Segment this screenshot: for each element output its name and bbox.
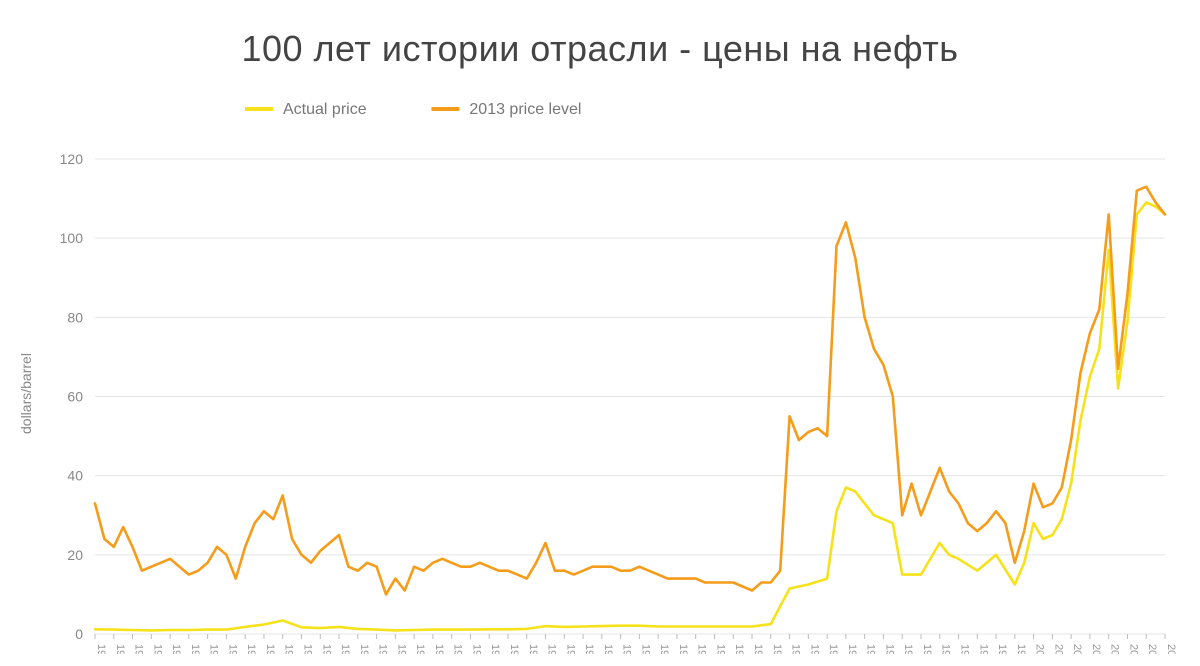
x-tick-label: 1998 [1015,644,1027,654]
x-tick-label: 1926 [339,644,351,654]
x-tick-label: 2006 [1090,644,1102,654]
x-tick-label: 2014 1H [1165,644,1177,654]
x-tick-label: 1946 [527,644,539,654]
x-tick-label: 1964 [696,644,708,654]
x-tick-label: 1942 [489,644,501,654]
x-tick-label: 1996 [996,644,1008,654]
x-tick-label: 1988 [921,644,933,654]
x-tick-label: 1918 [264,644,276,654]
x-tick-label: 1986 [902,644,914,654]
series-actual [95,203,1165,631]
x-tick-label: 1944 [508,644,520,654]
x-tick-label: 2012 [1146,644,1158,654]
x-tick-label: 1956 [621,644,633,654]
y-tick-label: 0 [75,626,83,642]
x-tick-label: 1954 [602,644,614,654]
x-tick-label: 1914 [226,644,238,654]
x-tick-label: 1938 [452,644,464,654]
x-tick-label: 1908 [170,644,182,654]
x-tick-label: 1972 [771,644,783,654]
legend-label: 2013 price level [469,101,581,118]
chart-container: dollars/barrel 0 20 40 60 80 100 120 1900 1902 19… [0,74,1200,654]
x-tick-label: 1994 [977,644,989,654]
x-tick-label: 1930 [377,644,389,654]
x-tick-label: 1990 [940,644,952,654]
legend-label: Actual price [283,101,367,118]
x-tick-label: 1936 [433,644,445,654]
x-tick-label: 2008 [1109,644,1121,654]
x-tick-label: 1974 [790,644,802,654]
x-tick-label: 1966 [714,644,726,654]
x-tick-label: 1902 [114,644,126,654]
x-tick-label: 1910 [189,644,201,654]
x-tick-label: 1962 [677,644,689,654]
x-tick-label: 1950 [564,644,576,654]
series-real2013 [95,187,1165,595]
x-tick-label: 1934 [414,644,426,654]
x-tick-label: 1906 [151,644,163,654]
x-tick-label: 1960 [658,644,670,654]
y-tick-label: 120 [60,151,84,167]
x-tick-label: 1992 [959,644,971,654]
x-tick-label: 1928 [358,644,370,654]
x-tick-label: 2010 [1127,644,1139,654]
x-tick-label: 1982 [865,644,877,654]
x-tick-label: 1920 [283,644,295,654]
x-tick-label: 2002 [1052,644,1064,654]
x-tick-label: 1980 [846,644,858,654]
y-tick-label: 80 [67,309,83,325]
x-tick-label: 1958 [639,644,651,654]
x-tick-label: 1952 [583,644,595,654]
x-tick-label: 1916 [245,644,257,654]
x-tick-label: 1922 [301,644,313,654]
y-tick-label: 40 [67,468,83,484]
x-tick-label: 1924 [320,644,332,654]
oil-price-line-chart: 0 20 40 60 80 100 120 1900 1902 1904 1906 1908 1910 1… [0,74,1200,654]
y-tick-label: 100 [60,230,84,246]
x-tick-label: 1900 [95,644,107,654]
y-axis-label: dollars/barrel [18,353,34,434]
x-tick-label: 1948 [546,644,558,654]
x-tick-label: 1984 [883,644,895,654]
x-tick-label: 2004 [1071,644,1083,654]
x-tick-label: 1904 [133,644,145,654]
y-tick-label: 60 [67,389,83,405]
x-tick-label: 1978 [827,644,839,654]
x-tick-label: 1932 [395,644,407,654]
y-tick-label: 20 [67,547,83,563]
x-tick-label: 1976 [808,644,820,654]
x-tick-label: 1940 [470,644,482,654]
x-tick-label: 1970 [752,644,764,654]
x-tick-label: 1912 [208,644,220,654]
x-tick-label: 2000 [1034,644,1046,654]
chart-title: 100 лет истории отрасли - цены на нефть [0,0,1200,74]
x-tick-label: 1968 [733,644,745,654]
